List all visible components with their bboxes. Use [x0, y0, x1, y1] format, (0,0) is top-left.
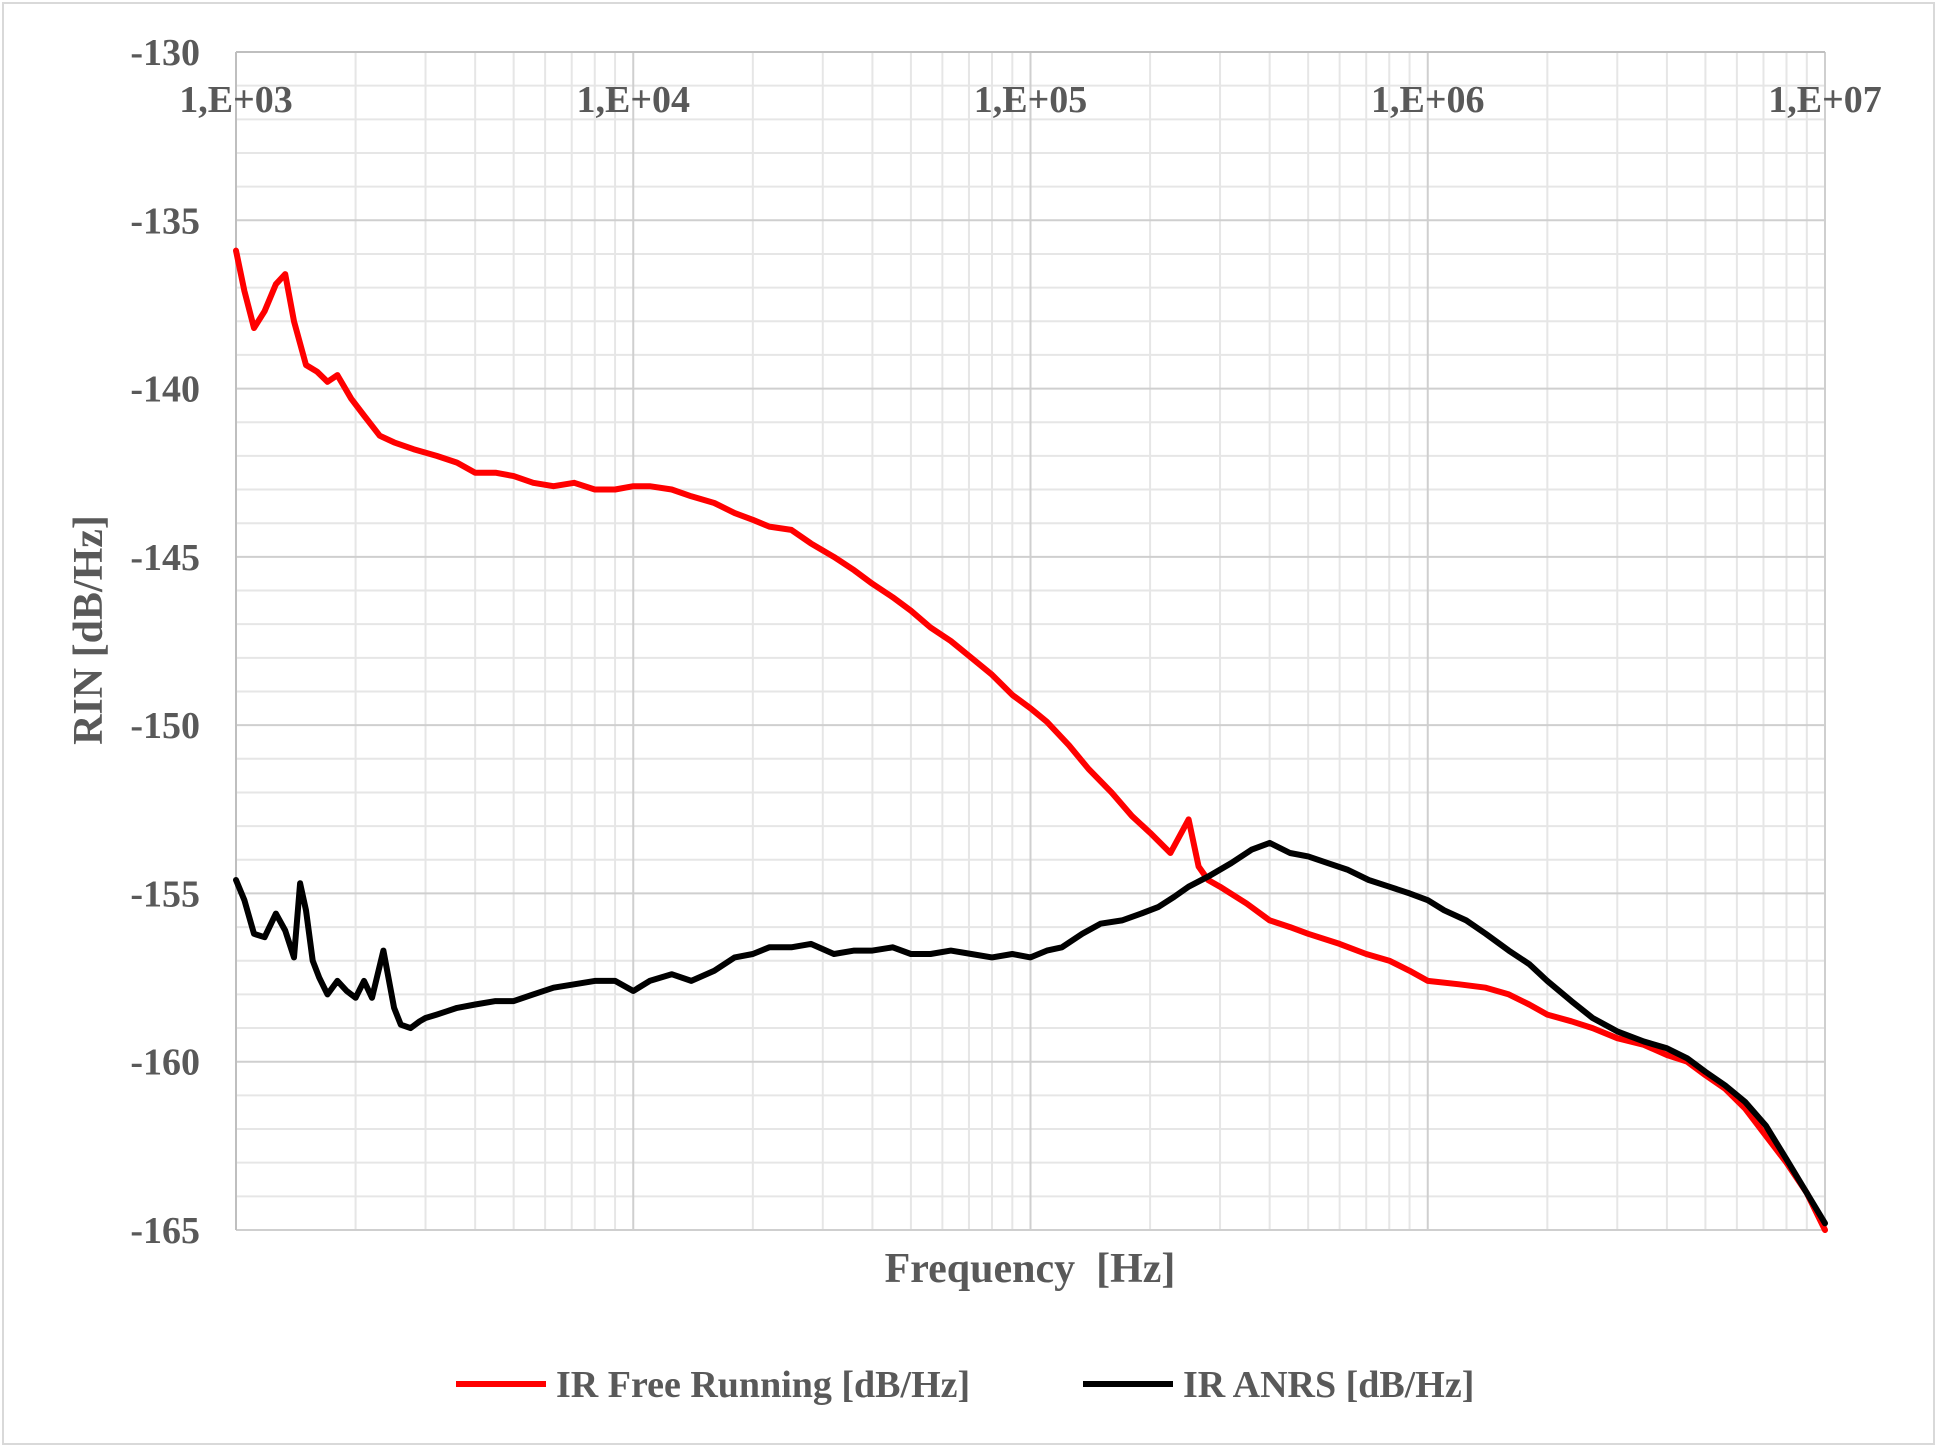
x-axis-title: Frequency [Hz]: [885, 1246, 1176, 1292]
legend: IR Free Running [dB/Hz] IR ANRS [dB/Hz]: [456, 1364, 1474, 1406]
series-line-free-running: [233, 247, 1828, 1233]
series-line-anrs: [233, 839, 1828, 1227]
y-tick-label: -145: [130, 537, 200, 579]
y-tick-label: -160: [130, 1042, 200, 1084]
x-tick-label: 1,E+04: [577, 79, 691, 121]
x-tick-label: 1,E+06: [1371, 79, 1485, 121]
x-tick-labels: 1,E+03 1,E+04 1,E+05 1,E+06 1,E+07: [179, 79, 1882, 121]
series-layer: [233, 247, 1828, 1233]
y-tick-label: -155: [130, 873, 200, 915]
y-tick-label: -150: [130, 705, 200, 747]
x-tick-label: 1,E+07: [1768, 79, 1882, 121]
x-tick-label: 1,E+03: [179, 79, 293, 121]
y-tick-labels: -130 -135 -140 -145 -150 -155 -160 -165: [130, 32, 200, 1252]
y-axis-title: RIN [dB/Hz]: [66, 515, 112, 745]
legend-label-free-running: IR Free Running [dB/Hz]: [556, 1364, 970, 1406]
y-tick-label: -130: [130, 32, 200, 74]
y-tick-label: -140: [130, 369, 200, 411]
x-tick-label: 1,E+05: [974, 79, 1088, 121]
y-tick-label: -165: [130, 1210, 200, 1252]
y-tick-label: -135: [130, 200, 200, 242]
legend-label-anrs: IR ANRS [dB/Hz]: [1183, 1364, 1474, 1406]
